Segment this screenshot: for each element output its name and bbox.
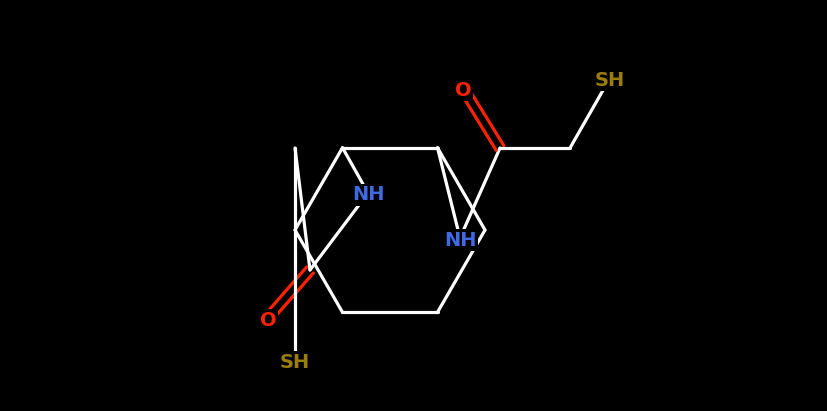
- Text: NH: NH: [351, 185, 385, 205]
- Text: O: O: [260, 310, 276, 330]
- Text: O: O: [455, 81, 471, 99]
- Text: SH: SH: [595, 71, 625, 90]
- Text: NH: NH: [444, 231, 476, 249]
- Text: SH: SH: [280, 353, 310, 372]
